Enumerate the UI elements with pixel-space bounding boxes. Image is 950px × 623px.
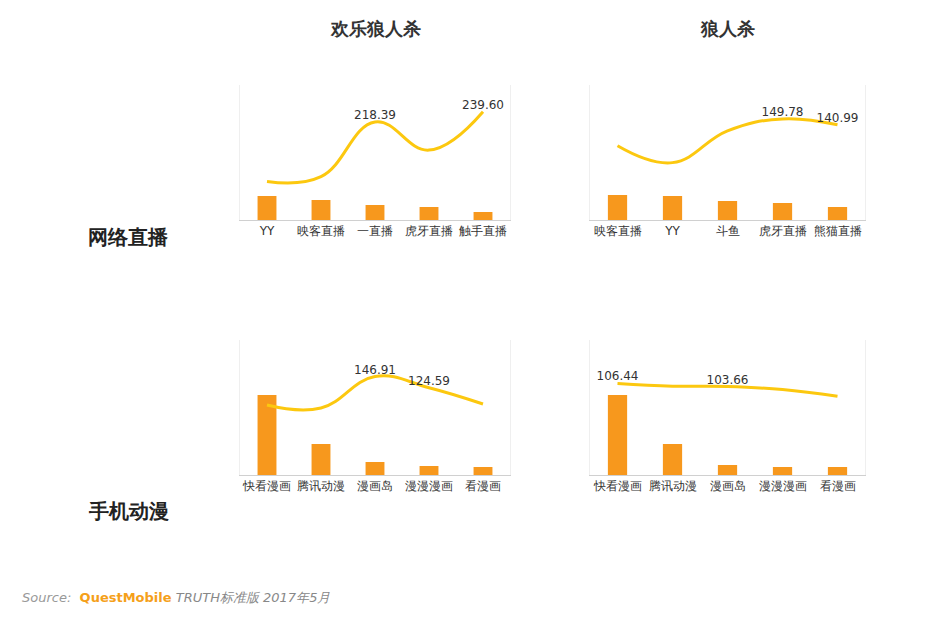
svg-text:YY: YY (664, 224, 680, 238)
svg-text:124.59: 124.59 (408, 374, 450, 388)
svg-text:218.39: 218.39 (354, 108, 396, 122)
svg-text:手机动漫: 手机动漫 (88, 499, 169, 523)
svg-text:斗鱼: 斗鱼 (716, 224, 740, 238)
svg-text:触手直播: 触手直播 (459, 224, 507, 238)
svg-text:看漫画: 看漫画 (820, 479, 856, 493)
svg-text:106.44: 106.44 (597, 369, 639, 383)
svg-text:腾讯动漫: 腾讯动漫 (649, 479, 697, 493)
svg-text:快看漫画: 快看漫画 (593, 479, 642, 493)
svg-text:103.66: 103.66 (707, 373, 749, 387)
svg-text:虎牙直播: 虎牙直播 (759, 224, 807, 238)
svg-text:YY: YY (259, 224, 275, 238)
svg-text:漫画岛: 漫画岛 (710, 479, 746, 493)
svg-text:漫漫漫画: 漫漫漫画 (405, 479, 453, 493)
svg-text:腾讯动漫: 腾讯动漫 (297, 479, 345, 493)
svg-text:狼人杀: 狼人杀 (700, 18, 755, 39)
svg-text:漫漫漫画: 漫漫漫画 (759, 479, 807, 493)
svg-text:虎牙直播: 虎牙直播 (405, 224, 453, 238)
svg-text:146.91: 146.91 (354, 363, 396, 377)
svg-text:映客直播: 映客直播 (594, 224, 642, 238)
svg-text:140.99: 140.99 (817, 111, 859, 125)
svg-text:Source: QuestMobile TRUTH标准版: Source: QuestMobile TRUTH标准版 2017年5月 (22, 590, 330, 605)
svg-text:欢乐狼人杀: 欢乐狼人杀 (330, 18, 421, 39)
svg-text:映客直播: 映客直播 (297, 224, 345, 238)
svg-text:漫画岛: 漫画岛 (357, 479, 393, 493)
svg-text:149.78: 149.78 (762, 105, 804, 119)
svg-text:熊猫直播: 熊猫直播 (814, 224, 862, 238)
svg-text:一直播: 一直播 (357, 224, 393, 238)
svg-text:网络直播: 网络直播 (88, 225, 169, 249)
svg-text:239.60: 239.60 (462, 98, 504, 112)
svg-text:快看漫画: 快看漫画 (242, 479, 291, 493)
svg-text:看漫画: 看漫画 (465, 479, 501, 493)
